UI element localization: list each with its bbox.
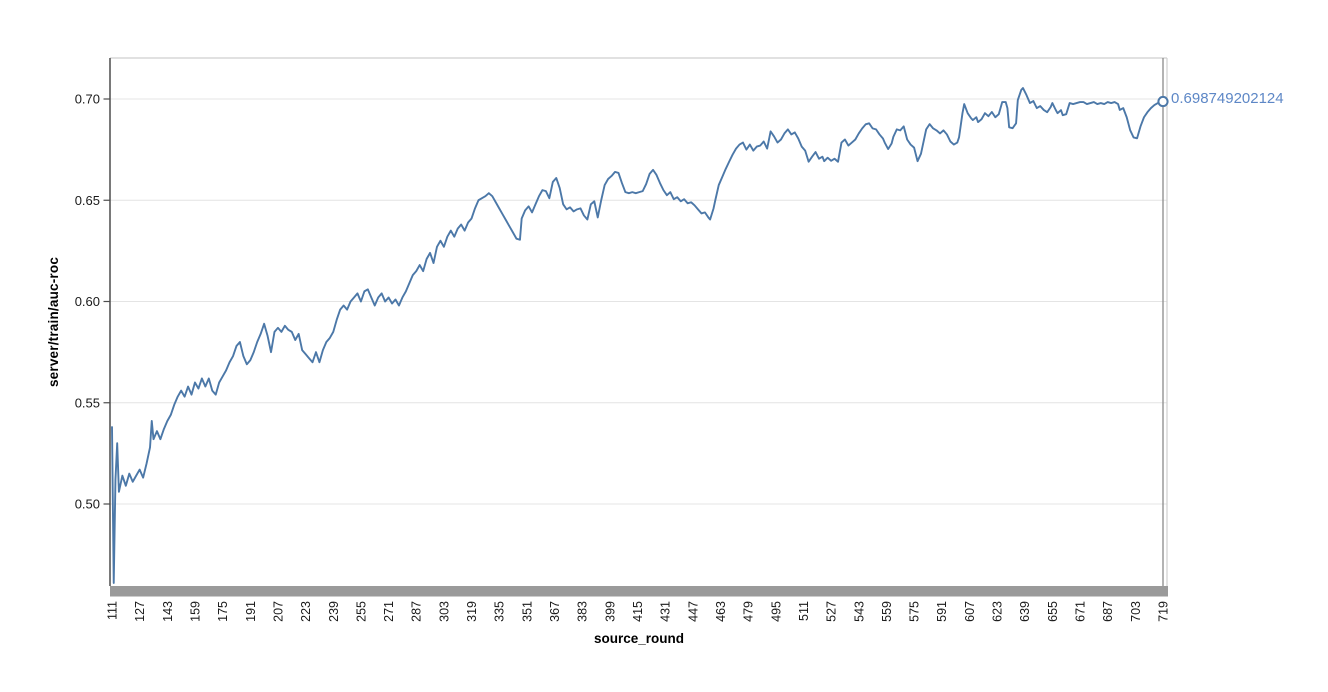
x-tick-label: 415 (631, 601, 645, 622)
x-tick-label: 255 (354, 601, 368, 622)
x-tick-label: 191 (244, 601, 258, 622)
x-tick-label: 511 (797, 601, 811, 621)
y-axis-title: server/train/auc-roc (46, 256, 61, 388)
x-tick-label: 175 (216, 601, 230, 622)
x-tick-label: 479 (742, 601, 756, 622)
series-line (111, 87, 1164, 584)
x-tick-label: 719 (1157, 601, 1171, 622)
x-tick-label: 527 (825, 601, 839, 622)
x-tick-label: 239 (327, 601, 341, 622)
x-tick-label: 303 (437, 601, 451, 622)
x-tick-label: 591 (935, 601, 949, 622)
x-tick-label: 159 (188, 601, 202, 622)
y-tick-label: 0.55 (75, 395, 100, 410)
x-tick-label: 127 (133, 601, 147, 622)
x-tick-label: 559 (880, 601, 894, 622)
y-tick-label: 0.50 (75, 497, 100, 512)
x-tick-label: 431 (659, 601, 673, 622)
x-tick-label: 639 (1018, 601, 1032, 622)
x-tick-label: 271 (382, 601, 396, 622)
x-tick-label: 367 (548, 601, 562, 622)
y-tick-label: 0.65 (75, 193, 100, 208)
x-tick-label: 351 (520, 601, 534, 622)
x-tick-label: 687 (1101, 601, 1115, 622)
end-value-label: 0.698749202124 (1171, 90, 1284, 107)
x-tick-label: 207 (271, 601, 285, 622)
x-tick-label: 463 (714, 601, 728, 622)
x-tick-label: 383 (576, 601, 590, 622)
x-tick-label: 287 (410, 601, 424, 622)
x-tick-label: 143 (161, 601, 175, 622)
y-tick-label: 0.70 (75, 92, 100, 107)
x-tick-label: 575 (908, 601, 922, 622)
x-tick-label: 447 (686, 601, 700, 622)
y-tick-label: 0.60 (75, 294, 100, 309)
x-tick-label: 543 (852, 601, 866, 622)
x-axis-title: source_round (593, 631, 685, 646)
x-tick-label: 655 (1046, 601, 1060, 622)
x-tick-label: 671 (1074, 601, 1088, 622)
x-tick-label: 223 (299, 601, 313, 622)
x-tick-label: 335 (493, 601, 507, 622)
end-point-marker[interactable] (1157, 95, 1169, 108)
x-tick-label: 399 (603, 601, 617, 622)
bottom-scrollbar[interactable] (110, 586, 1168, 597)
x-tick-label: 495 (769, 601, 783, 622)
x-tick-label: 703 (1129, 601, 1143, 622)
x-tick-label: 319 (465, 601, 479, 622)
x-tick-label: 623 (991, 601, 1005, 622)
x-tick-label: 111 (106, 601, 120, 620)
x-tick-label: 607 (963, 601, 977, 622)
